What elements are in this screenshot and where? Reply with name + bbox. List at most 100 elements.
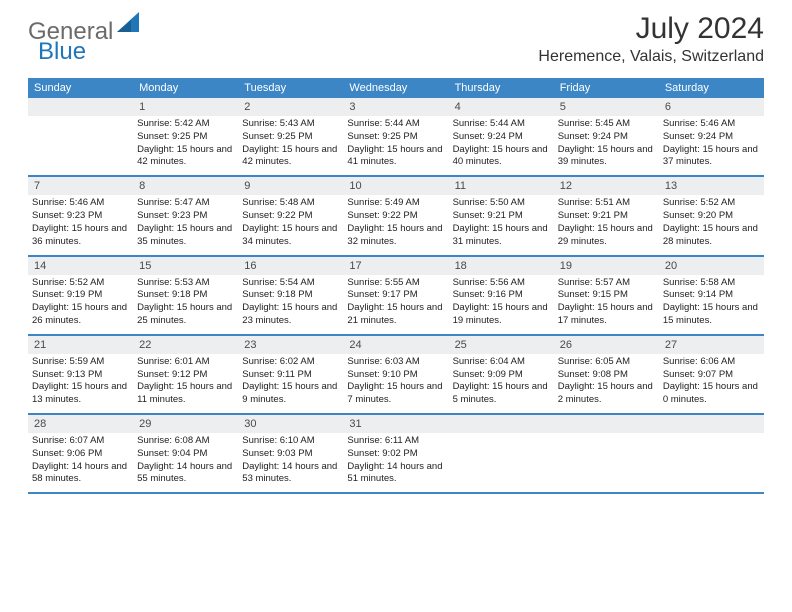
daylight-text: Daylight: 15 hours and 40 minutes. [453,144,550,170]
sunrise-text: Sunrise: 6:01 AM [137,356,234,369]
day-number: 18 [449,257,554,275]
sunrise-text: Sunrise: 5:58 AM [663,277,760,290]
daylight-text: Daylight: 15 hours and 2 minutes. [558,381,655,407]
calendar-cell: 24 Sunrise: 6:03 AMSunset: 9:10 PMDayligh… [343,336,448,413]
calendar-cell: 4Sunrise: 5:44 AMSunset: 9:24 PMDaylight… [449,98,554,175]
location-text: Heremence, Valais, Switzerland [538,48,764,66]
day-number: 16 [238,257,343,275]
sunset-text: Sunset: 9:19 PM [32,289,129,302]
day-header-thursday: Thursday [449,78,554,98]
cell-body: Sunrise: 5:52 AMSunset: 9:19 PMDaylight:… [28,275,133,334]
daylight-text: Daylight: 15 hours and 7 minutes. [347,381,444,407]
sunrise-text: Sunrise: 5:46 AM [32,197,129,210]
sunset-text: Sunset: 9:07 PM [663,369,760,382]
cell-body: Sunrise: 5:42 AMSunset: 9:25 PMDaylight:… [133,116,238,175]
day-number: 28 [28,415,133,433]
sunset-text: Sunset: 9:17 PM [347,289,444,302]
sunset-text: Sunset: 9:06 PM [32,448,129,461]
daylight-text: Daylight: 15 hours and 9 minutes. [242,381,339,407]
day-number: 2 [238,98,343,116]
sunrise-text: Sunrise: 5:43 AM [242,118,339,131]
cell-body: Sunrise: 5:46 AMSunset: 9:23 PMDaylight:… [28,195,133,254]
month-title: July 2024 [538,12,764,46]
sunset-text: Sunset: 9:10 PM [347,369,444,382]
sunset-text: Sunset: 9:12 PM [137,369,234,382]
day-number: 19 [554,257,659,275]
week-row: 21Sunrise: 5:59 AMSunset: 9:13 PMDayligh… [28,336,764,415]
cell-body: Sunrise: 6:06 AMSunset: 9:07 PMDaylight:… [659,354,764,413]
daylight-text: Daylight: 15 hours and 17 minutes. [558,302,655,328]
sunset-text: Sunset: 9:22 PM [347,210,444,223]
sunset-text: Sunset: 9:02 PM [347,448,444,461]
sunrise-text: Sunrise: 6:08 AM [137,435,234,448]
sunrise-text: Sunrise: 5:56 AM [453,277,550,290]
calendar-cell: 26Sunrise: 6:05 AMSunset: 9:08 PMDayligh… [554,336,659,413]
calendar-cell: 7Sunrise: 5:46 AMSunset: 9:23 PMDaylight… [28,177,133,254]
daylight-text: Daylight: 14 hours and 55 minutes. [137,461,234,487]
daylight-text: Daylight: 15 hours and 37 minutes. [663,144,760,170]
cell-body: Sunrise: 6:04 AMSunset: 9:09 PMDaylight:… [449,354,554,413]
day-number: 25 [449,336,554,354]
day-number: 10 [343,177,448,195]
day-number: 20 [659,257,764,275]
day-header-saturday: Saturday [659,78,764,98]
cell-body: Sunrise: 5:52 AMSunset: 9:20 PMDaylight:… [659,195,764,254]
sunrise-text: Sunrise: 5:48 AM [242,197,339,210]
daylight-text: Daylight: 15 hours and 5 minutes. [453,381,550,407]
cell-body: Sunrise: 5:53 AMSunset: 9:18 PMDaylight:… [133,275,238,334]
cell-body: Sunrise: 5:44 AMSunset: 9:24 PMDaylight:… [449,116,554,175]
day-number: 30 [238,415,343,433]
cell-body: Sunrise: 5:57 AMSunset: 9:15 PMDaylight:… [554,275,659,334]
cell-body: Sunrise: 5:55 AMSunset: 9:17 PMDaylight:… [343,275,448,334]
calendar-cell [659,415,764,492]
daylight-text: Daylight: 15 hours and 21 minutes. [347,302,444,328]
sunrise-text: Sunrise: 6:03 AM [347,356,444,369]
day-number: 3 [343,98,448,116]
sunrise-text: Sunrise: 5:51 AM [558,197,655,210]
calendar-cell: 12Sunrise: 5:51 AMSunset: 9:21 PMDayligh… [554,177,659,254]
day-number: 4 [449,98,554,116]
cell-body: Sunrise: 6:02 AMSunset: 9:11 PMDaylight:… [238,354,343,413]
day-headers-row: Sunday Monday Tuesday Wednesday Thursday… [28,78,764,98]
calendar-cell: 22Sunrise: 6:01 AMSunset: 9:12 PMDayligh… [133,336,238,413]
cell-body: Sunrise: 5:54 AMSunset: 9:18 PMDaylight:… [238,275,343,334]
day-number [28,98,133,116]
daylight-text: Daylight: 15 hours and 29 minutes. [558,223,655,249]
cell-body: Sunrise: 5:44 AMSunset: 9:25 PMDaylight:… [343,116,448,175]
calendar-cell: 8Sunrise: 5:47 AMSunset: 9:23 PMDaylight… [133,177,238,254]
day-number: 1 [133,98,238,116]
calendar-cell: 19Sunrise: 5:57 AMSunset: 9:15 PMDayligh… [554,257,659,334]
day-header-sunday: Sunday [28,78,133,98]
calendar: Sunday Monday Tuesday Wednesday Thursday… [0,70,792,494]
sunset-text: Sunset: 9:24 PM [453,131,550,144]
daylight-text: Daylight: 15 hours and 13 minutes. [32,381,129,407]
sunrise-text: Sunrise: 6:07 AM [32,435,129,448]
calendar-cell: 3Sunrise: 5:44 AMSunset: 9:25 PMDaylight… [343,98,448,175]
calendar-cell: 18Sunrise: 5:56 AMSunset: 9:16 PMDayligh… [449,257,554,334]
calendar-cell: 1Sunrise: 5:42 AMSunset: 9:25 PMDaylight… [133,98,238,175]
daylight-text: Daylight: 15 hours and 42 minutes. [242,144,339,170]
sunrise-text: Sunrise: 5:44 AM [453,118,550,131]
day-number: 14 [28,257,133,275]
calendar-cell: 10Sunrise: 5:49 AMSunset: 9:22 PMDayligh… [343,177,448,254]
calendar-cell: 14Sunrise: 5:52 AMSunset: 9:19 PMDayligh… [28,257,133,334]
cell-body: Sunrise: 6:10 AMSunset: 9:03 PMDaylight:… [238,433,343,492]
sunset-text: Sunset: 9:20 PM [663,210,760,223]
daylight-text: Daylight: 15 hours and 23 minutes. [242,302,339,328]
sunrise-text: Sunrise: 6:06 AM [663,356,760,369]
day-number [659,415,764,433]
calendar-cell: 21Sunrise: 5:59 AMSunset: 9:13 PMDayligh… [28,336,133,413]
daylight-text: Daylight: 15 hours and 34 minutes. [242,223,339,249]
calendar-cell: 25Sunrise: 6:04 AMSunset: 9:09 PMDayligh… [449,336,554,413]
calendar-cell [449,415,554,492]
day-number: 27 [659,336,764,354]
sunrise-text: Sunrise: 5:46 AM [663,118,760,131]
sunrise-text: Sunrise: 5:47 AM [137,197,234,210]
daylight-text: Daylight: 15 hours and 32 minutes. [347,223,444,249]
daylight-text: Daylight: 15 hours and 39 minutes. [558,144,655,170]
sunset-text: Sunset: 9:04 PM [137,448,234,461]
calendar-cell: 31Sunrise: 6:11 AMSunset: 9:02 PMDayligh… [343,415,448,492]
cell-body: Sunrise: 5:50 AMSunset: 9:21 PMDaylight:… [449,195,554,254]
day-number: 24 [343,336,448,354]
sunrise-text: Sunrise: 6:10 AM [242,435,339,448]
